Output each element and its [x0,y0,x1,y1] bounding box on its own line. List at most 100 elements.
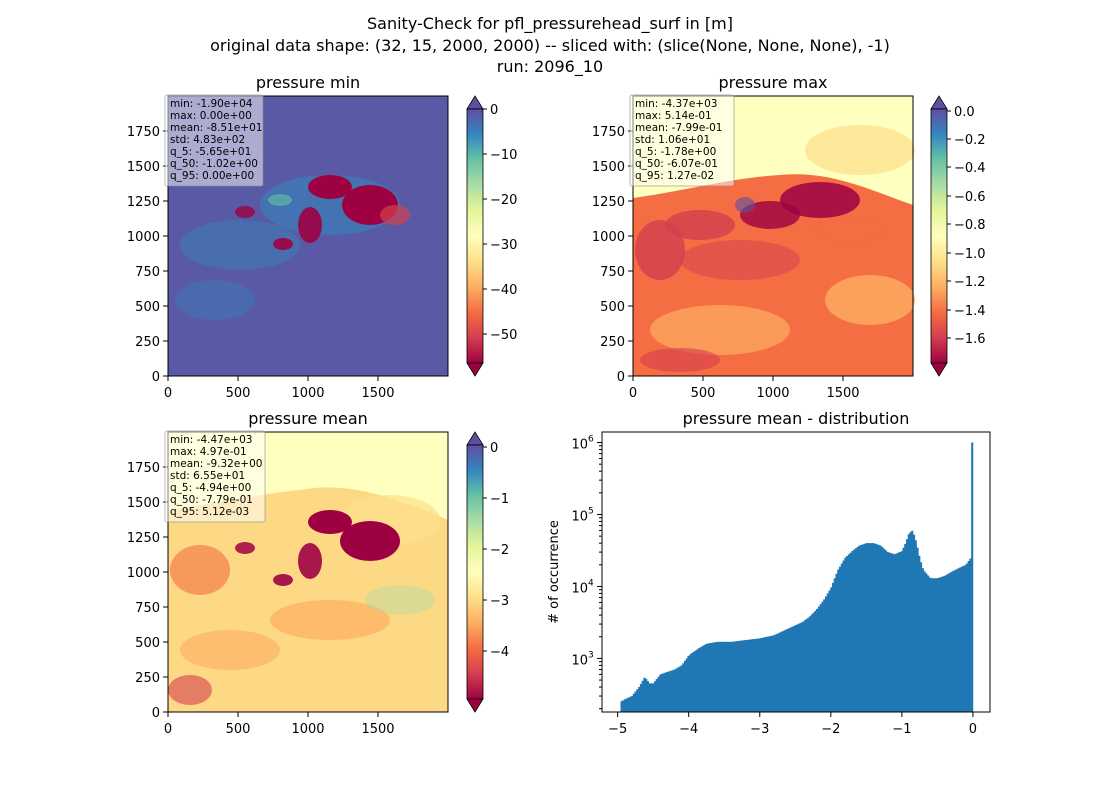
histogram-bar [930,578,933,712]
histogram-bar [703,645,706,712]
x-tick-label: 0 [629,386,637,401]
histogram-bar [928,577,931,712]
stat-line: mean: -7.99e-01 [635,122,722,134]
histogram-bar [736,641,739,712]
stats-box: min: -4.37e+03 max: 5.14e-01 mean: -7.99… [629,94,735,187]
histogram-bar [823,599,826,712]
stat-line: q_5: -5.65e+01 [170,146,251,158]
histogram-bar [863,543,866,712]
colorbar-gradient [466,108,484,364]
colorbar-tick-label: −3 [490,594,509,609]
stats-box: min: -4.47e+03 max: 4.97e-01 mean: -9.32… [164,430,266,523]
histogram-bar [957,568,960,712]
histogram-bar [636,689,639,712]
x-tick-label: −1 [892,722,911,737]
stats-box: min: -1.90e+04 max: 0.00e+00 mean: -8.51… [164,94,264,187]
colorbar-extend-max [466,431,484,446]
histogram-bar [727,641,731,712]
histogram-bar [729,641,732,712]
colorbar: 0.0 −0.2 −0.4 −0.6 −0.8 −1.0 −1.2 −1.4 −… [930,95,986,377]
histogram-bar [805,619,808,712]
colorbar-tick-label: 0.0 [954,105,975,120]
histogram-bar [935,578,938,712]
histogram-bar [932,578,935,712]
stat-line: mean: -9.32e+00 [170,458,262,470]
histogram-bar [814,610,817,712]
histogram-bar [694,650,697,712]
histogram-bar [876,544,879,712]
histogram-bar [860,544,863,712]
histogram-bar [766,636,769,712]
stat-line: max: 0.00e+00 [170,110,252,122]
stat-line: std: 1.06e+01 [635,134,710,146]
histogram-bar [819,604,822,712]
histogram-bar [942,576,946,712]
stat-line: min: -4.47e+03 [170,434,252,446]
y-tick-label: 1000 [127,566,160,581]
stat-line: q_95: 0.00e+00 [170,170,254,182]
histogram-bar [960,566,963,712]
histogram-bar [692,651,695,712]
histogram-bar [761,637,764,712]
histogram-bar [791,626,794,712]
panel-title: pressure mean - distribution [683,409,910,428]
histogram-bar [775,634,778,712]
histogram-bar [847,554,850,712]
colorbar-extend-min [466,698,484,713]
histogram-bar [780,631,783,712]
figure-title-line-3: run: 2096_10 [497,57,603,77]
y-tick-label: 1750 [127,125,160,140]
histogram-bar [958,567,961,712]
histogram-bar [854,548,857,712]
y-tick-label: 250 [600,335,625,350]
x-tick-label: −5 [608,722,627,737]
stat-line: std: 6.55e+01 [170,470,245,482]
histogram-bar [842,560,845,712]
histogram-bar [713,642,716,712]
y-tick-label: 0 [152,706,160,721]
y-tick-label: 1750 [592,125,625,140]
histogram-bar [680,665,683,712]
histogram-bar [916,547,919,712]
histogram-bar [682,663,685,712]
histogram-bar [846,556,849,712]
histogram-bar [824,596,827,712]
histogram-bar [796,624,799,712]
histogram-bar [865,543,868,712]
colorbar-gradient [930,108,948,364]
histogram-bar [784,629,787,712]
panel-title: pressure mean [248,409,368,428]
histogram-bar [844,557,847,712]
histogram-bar [625,698,628,712]
panel-title: pressure min [256,73,360,92]
figure-title-line-1: Sanity-Check for pfl_pressurehead_surf i… [367,14,733,34]
stat-line: max: 5.14e-01 [635,110,712,122]
histogram-bar [883,548,886,712]
histogram-bar [946,574,949,712]
colorbar-tick-label: −1.6 [954,332,986,347]
y-tick-label: 1750 [127,461,160,476]
histogram-bar [717,641,720,712]
histogram-bar [666,671,669,712]
histogram-bar [750,639,753,712]
colorbar-tick-label: −0.8 [954,218,986,233]
histogram-bar [955,569,958,712]
y-tick-label: 750 [600,265,625,280]
colorbar-extend-min [930,362,948,377]
histogram-bar [779,632,782,712]
histogram-bar [786,629,789,712]
histogram-bar [749,639,752,712]
colorbar-tick-label: −1 [490,492,509,507]
histogram-bar [913,534,916,712]
histogram-bar [789,627,792,712]
histogram-bar [773,634,776,712]
panel-pressure-max: pressure max 0 500 1000 1500 [592,73,986,401]
x-tick-label: 1000 [756,386,789,401]
histogram-bar [874,543,877,712]
histogram-bar [743,640,746,712]
x-tick-label: −4 [679,722,698,737]
histogram-bar [643,677,646,712]
stat-line: q_5: -1.78e+00 [635,146,716,158]
histogram-bar [639,683,642,712]
